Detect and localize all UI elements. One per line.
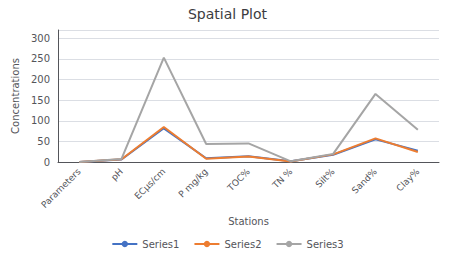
svg-text:Sand%: Sand% <box>350 166 379 195</box>
svg-text:TOC%: TOC% <box>225 166 252 193</box>
svg-text:ECµs/cm: ECµs/cm <box>133 166 168 201</box>
svg-text:200: 200 <box>31 74 50 85</box>
svg-text:Series1: Series1 <box>142 239 179 250</box>
svg-text:Silt%: Silt% <box>314 166 337 189</box>
svg-text:100: 100 <box>31 115 50 126</box>
svg-text:pH: pH <box>109 166 125 182</box>
svg-text:250: 250 <box>31 53 50 64</box>
svg-text:Parameters: Parameters <box>39 166 83 210</box>
svg-text:Series3: Series3 <box>307 239 344 250</box>
svg-text:Concentrations: Concentrations <box>10 58 21 134</box>
svg-text:Spatial Plot: Spatial Plot <box>188 6 268 22</box>
svg-text:0: 0 <box>44 157 50 168</box>
svg-text:Clay%: Clay% <box>394 166 421 193</box>
svg-text:50: 50 <box>37 136 50 147</box>
svg-text:Series2: Series2 <box>224 239 261 250</box>
svg-text:P mg/kg: P mg/kg <box>177 166 210 199</box>
svg-text:Stations: Stations <box>228 216 269 227</box>
svg-text:150: 150 <box>31 95 50 106</box>
svg-text:TN %: TN % <box>270 166 295 191</box>
svg-text:300: 300 <box>31 33 50 44</box>
